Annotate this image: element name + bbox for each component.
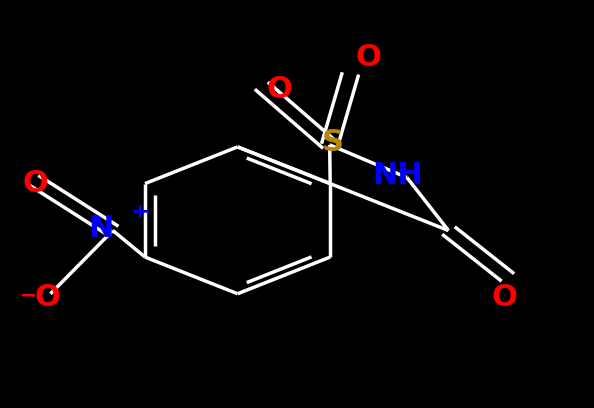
Text: N: N <box>89 214 113 243</box>
Text: S: S <box>321 128 344 157</box>
Text: −: − <box>20 286 37 306</box>
Text: O: O <box>355 42 381 72</box>
Text: +: + <box>130 202 149 222</box>
Text: NH: NH <box>372 161 424 190</box>
Text: O: O <box>34 283 61 313</box>
Text: O: O <box>492 283 518 313</box>
Text: O: O <box>23 169 49 198</box>
Text: O: O <box>266 75 292 104</box>
